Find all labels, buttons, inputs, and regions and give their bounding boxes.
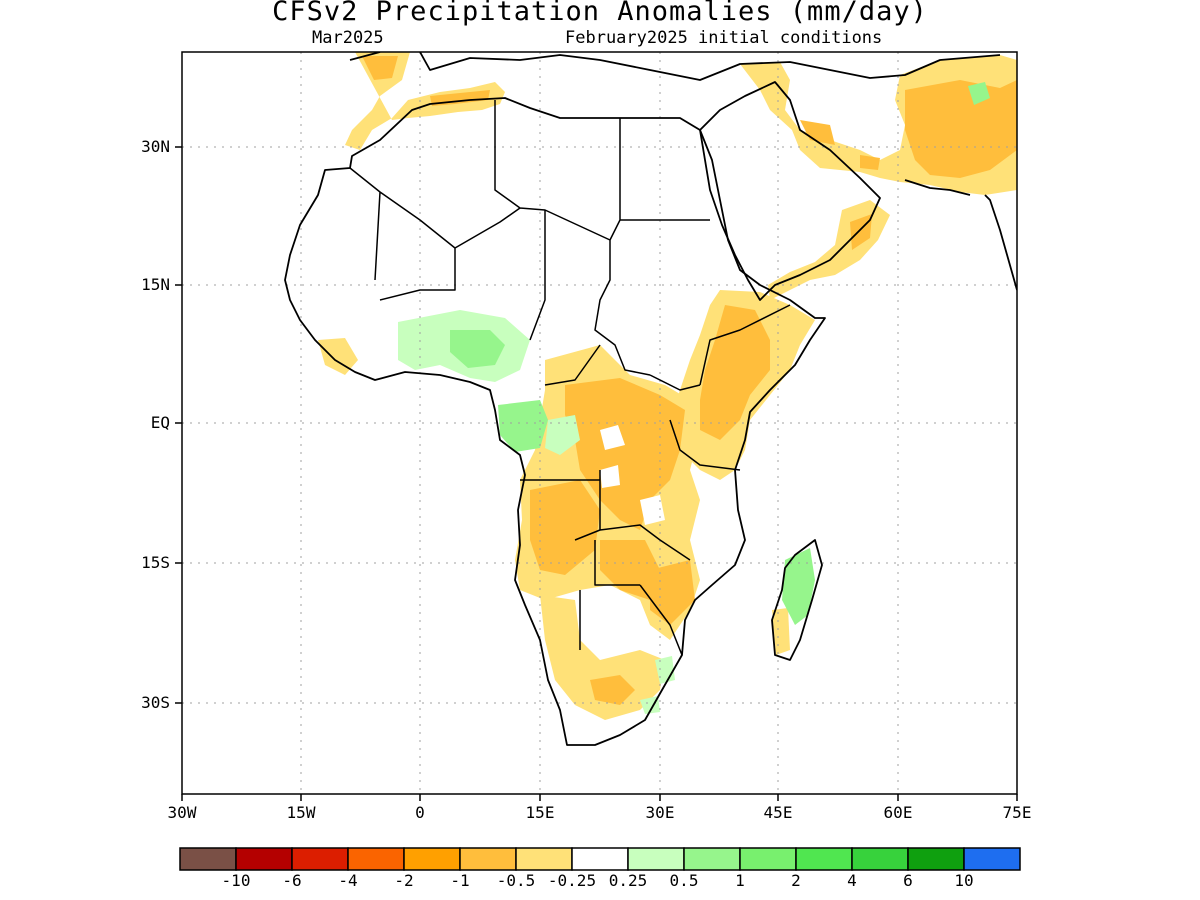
anomaly-west-africa-wet-core: [450, 330, 505, 368]
initial-conditions: February2025 initial conditions: [565, 28, 883, 48]
colorbar-label: 1: [735, 871, 745, 890]
anomaly-middle-east-core: [800, 80, 1017, 178]
anomaly-middle-east-wet: [968, 82, 990, 105]
colorbar-label: 6: [903, 871, 913, 890]
colorbar-swatch: [795, 847, 853, 871]
colorbar-swatch: [291, 847, 349, 871]
anomaly-congo-wet: [545, 415, 580, 455]
colorbar-label: -10: [221, 871, 251, 890]
lon-label: 75E: [1002, 803, 1032, 822]
lon-label: 15E: [525, 803, 555, 822]
anomaly-shading: [318, 52, 1017, 720]
anomaly-gabon-wet: [498, 400, 548, 452]
colorbar-label: -4: [338, 871, 358, 890]
anomaly-madagascar-wet: [782, 548, 815, 625]
anomaly-southern-africa-core: [590, 675, 635, 705]
anomaly-north-africa-core: [362, 56, 490, 106]
anomaly-central-white: [600, 425, 725, 525]
colorbar-label: 0.5: [669, 871, 699, 890]
colorbar-swatch: [459, 847, 517, 871]
colorbar-label: -6: [282, 871, 302, 890]
anomaly-central-africa-core: [530, 378, 695, 625]
colorbar-swatch: [403, 847, 461, 871]
lat-label: 30N: [141, 137, 170, 156]
madagascar-coastline: [771, 539, 823, 661]
lat-label: 15S: [141, 553, 170, 572]
lon-label: 0: [415, 803, 425, 822]
arabia-coastline: [699, 81, 881, 301]
country-borders: [349, 100, 791, 656]
europe-asia-coastline: [349, 52, 1017, 291]
colorbar-swatch: [235, 847, 293, 871]
colorbar-swatch: [179, 847, 237, 871]
colorbar-label: -0.5: [496, 871, 536, 890]
colorbar-swatch: [963, 847, 1021, 871]
colorbar-label: 4: [847, 871, 857, 890]
lon-label: 30E: [645, 803, 675, 822]
africa-coastline: [284, 97, 826, 746]
colorbar-label: -0.25: [547, 871, 597, 890]
anomaly-south-africa-wet: [640, 656, 675, 714]
colorbar-swatch: [571, 847, 629, 871]
gridlines: [182, 52, 1017, 794]
map-title: CFSv2 Precipitation Anomalies (mm/day): [272, 0, 928, 27]
colorbar-swatch: [739, 847, 797, 871]
anomaly-madagascar-dry: [772, 608, 790, 655]
axis-ticks: [175, 146, 1018, 801]
colorbar-swatch: [907, 847, 965, 871]
colorbar-swatch: [347, 847, 405, 871]
lon-label: 60E: [883, 803, 913, 822]
forecast-month: Mar2025: [312, 28, 384, 48]
colorbar-swatch: [627, 847, 685, 871]
anomaly-west-africa-dry: [318, 338, 358, 375]
colorbar-swatch: [683, 847, 741, 871]
lat-label: 30S: [141, 693, 170, 712]
colorbar-label: 2: [791, 871, 801, 890]
colorbar: [179, 847, 1021, 871]
lon-label: 45E: [763, 803, 793, 822]
lat-label: 15N: [141, 275, 170, 294]
anomaly-east-africa-core: [700, 305, 770, 440]
lon-label: 30W: [167, 803, 197, 822]
colorbar-label: 10: [954, 871, 974, 890]
colorbar-label: -1: [450, 871, 470, 890]
colorbar-swatch: [851, 847, 909, 871]
colorbar-label: 0.25: [608, 871, 648, 890]
lat-label: EQ: [150, 413, 170, 432]
colorbar-swatch: [515, 847, 573, 871]
lon-label: 15W: [286, 803, 316, 822]
colorbar-label: -2: [394, 871, 414, 890]
